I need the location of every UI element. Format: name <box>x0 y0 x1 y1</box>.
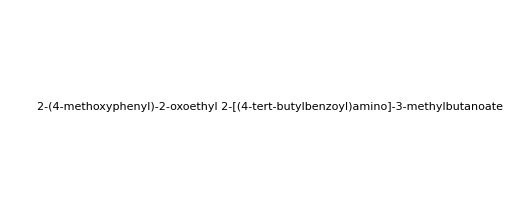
Text: 2-(4-methoxyphenyl)-2-oxoethyl 2-[(4-tert-butylbenzoyl)amino]-3-methylbutanoate: 2-(4-methoxyphenyl)-2-oxoethyl 2-[(4-ter… <box>37 102 502 112</box>
